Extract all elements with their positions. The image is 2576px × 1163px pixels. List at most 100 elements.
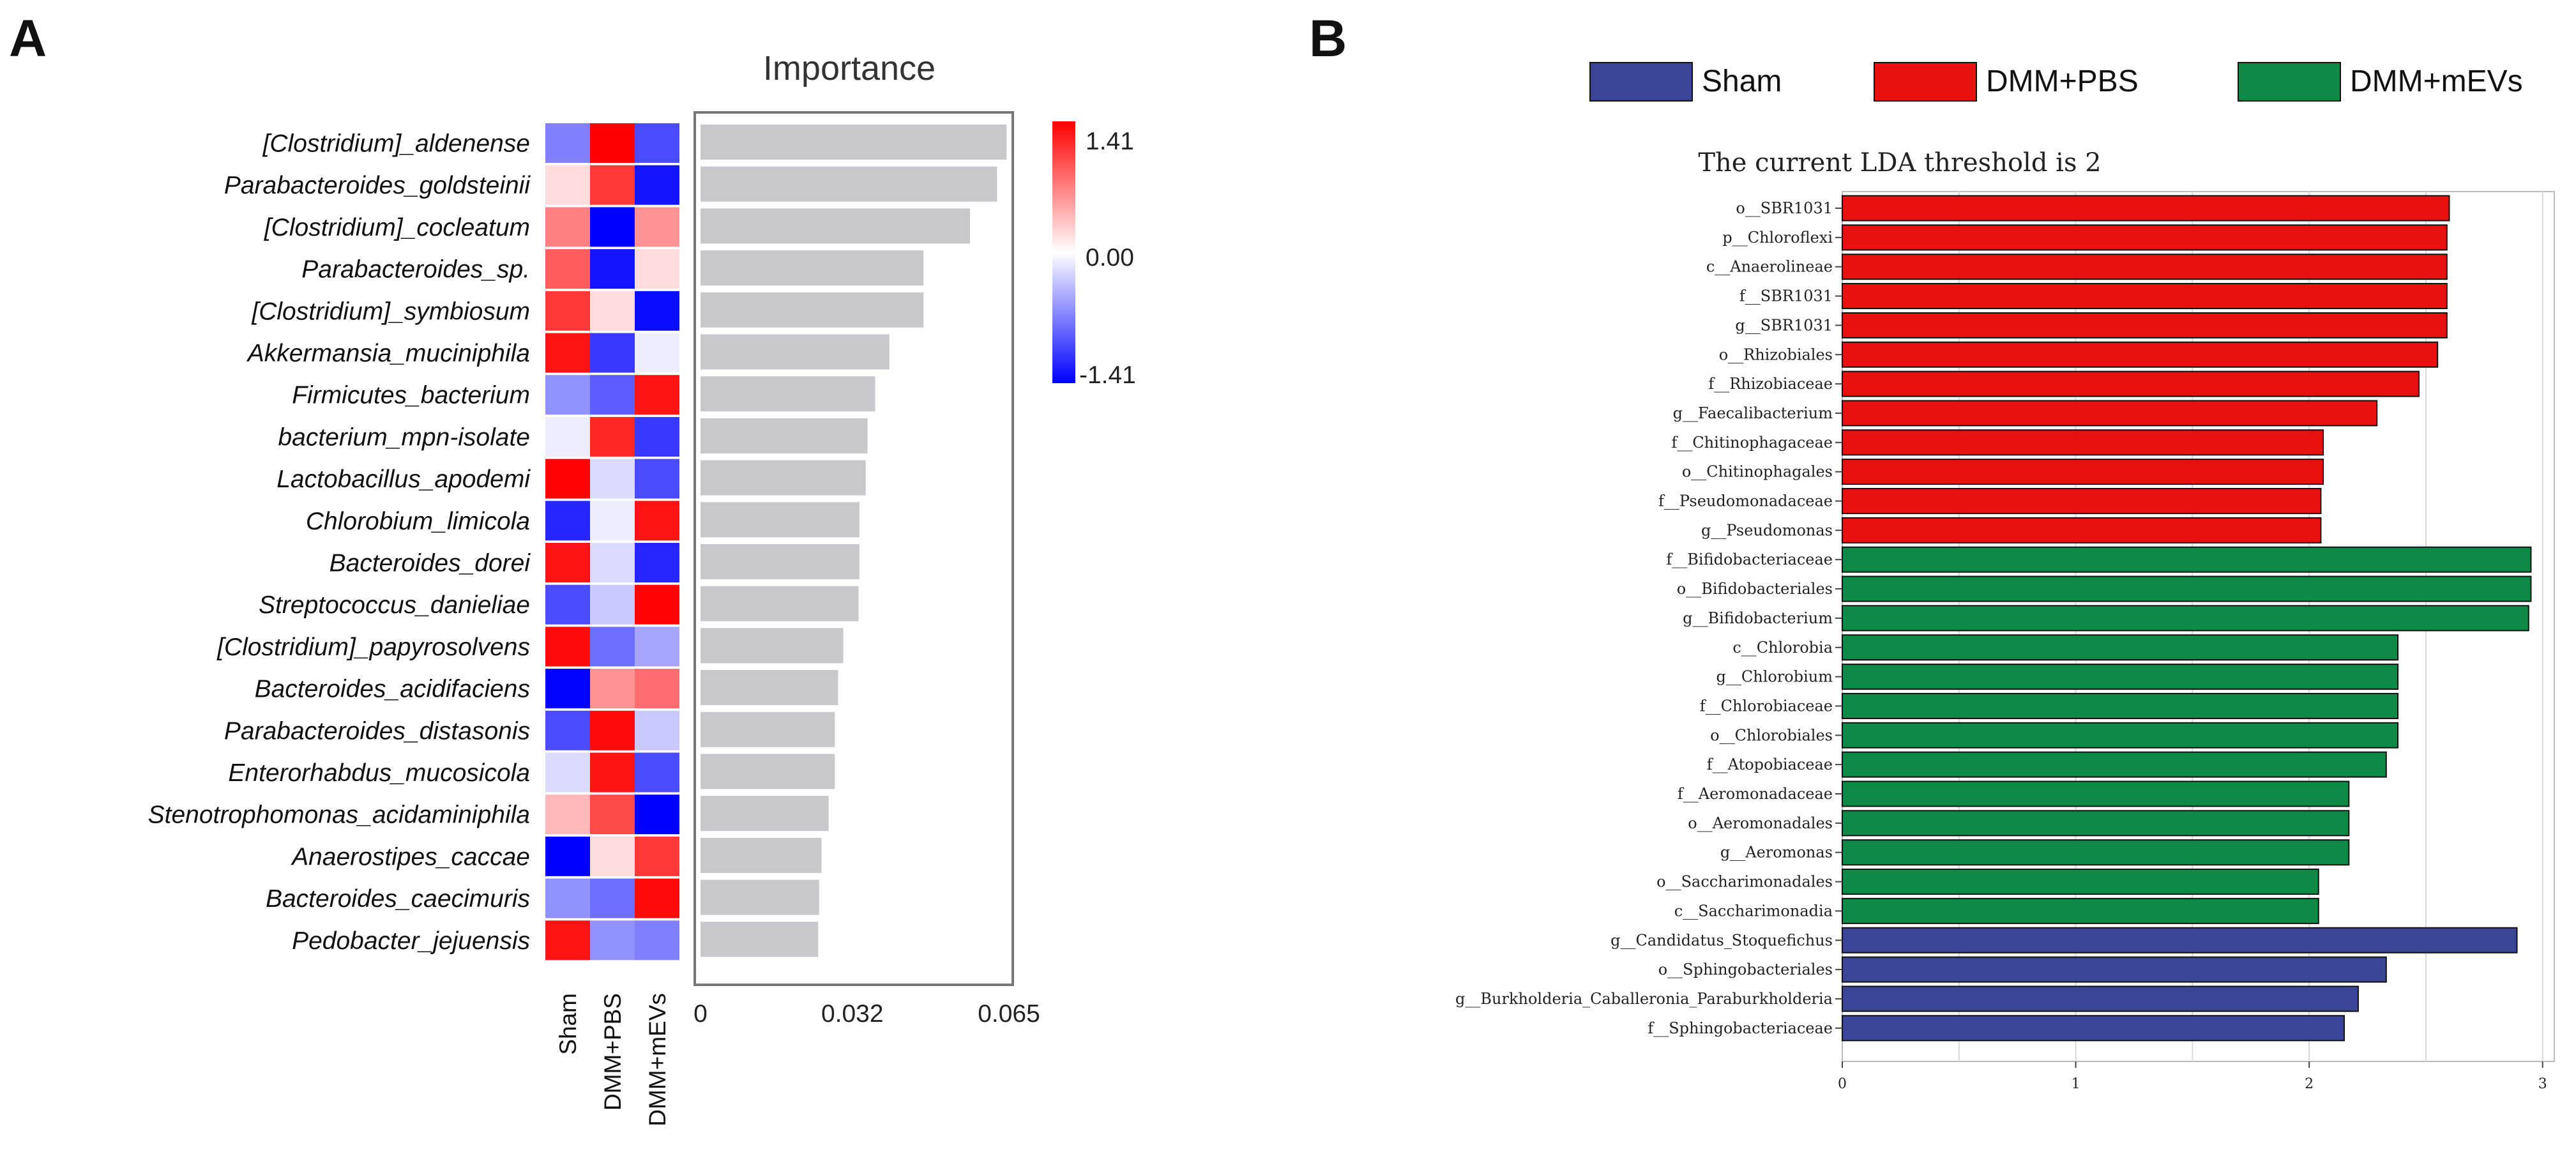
lda-taxon-label: o__Chitinophagales bbox=[1682, 463, 1833, 481]
species-label: Pedobacter_jejuensis bbox=[292, 927, 530, 955]
lda-bar bbox=[1842, 897, 2319, 924]
importance-bar bbox=[701, 166, 997, 202]
legend-label: DMM+mEVs bbox=[2350, 65, 2523, 98]
species-label: [Clostridium]_aldenense bbox=[262, 130, 530, 158]
heatmap-cell bbox=[545, 752, 590, 793]
species-label: Anaerostipes_caccae bbox=[291, 843, 530, 870]
heatmap-cell bbox=[635, 123, 679, 163]
lda-taxon-label: f__Atopobiaceae bbox=[1707, 756, 1833, 773]
heatmap-cell bbox=[635, 375, 679, 415]
species-label: [Clostridium]_cocleatum bbox=[264, 214, 530, 241]
importance-frame bbox=[693, 111, 1014, 986]
lda-bar bbox=[1842, 956, 2387, 983]
species-label: Lactobacillus_apodemi bbox=[277, 466, 531, 493]
importance-bar bbox=[701, 125, 1007, 160]
heatmap-cell bbox=[545, 878, 590, 918]
heatmap-cell bbox=[635, 207, 679, 247]
species-label: Firmicutes_bacterium bbox=[292, 382, 530, 409]
lda-taxon-label: g__SBR1031 bbox=[1735, 316, 1833, 334]
species-label: Bacteroides_caecimuris bbox=[266, 885, 530, 913]
species-label: Akkermansia_muciniphila bbox=[246, 340, 530, 367]
heatmap-cell bbox=[545, 710, 590, 750]
lda-bar bbox=[1842, 780, 2350, 807]
lda-taxon-label: f__Bifidobacteriaceae bbox=[1666, 551, 1833, 568]
panel-a-letter: A bbox=[9, 10, 47, 68]
species-label: Parabacteroides_distasonis bbox=[224, 717, 530, 745]
heatmap-cell bbox=[635, 165, 679, 205]
heatmap-cell bbox=[590, 207, 635, 247]
heatmap-cell bbox=[545, 249, 590, 289]
lda-taxon-labels: o__SBR1031 p__Chloroflexi c__Anaerolineaef… bbox=[1455, 199, 1842, 1037]
heatmap-cell bbox=[635, 333, 679, 373]
heatmap-cell bbox=[545, 584, 590, 625]
heatmap-group-label: Sham bbox=[555, 993, 581, 1055]
lda-taxon-label: o__Bifidobacteriales bbox=[1677, 580, 1833, 598]
heatmap-cell bbox=[590, 333, 635, 373]
lda-bar bbox=[1842, 224, 2448, 251]
heatmap-cell bbox=[635, 501, 679, 541]
importance-bar bbox=[701, 754, 835, 789]
importance-bar bbox=[701, 837, 822, 873]
lda-taxon-label: o__Saccharimonadales bbox=[1656, 873, 1833, 891]
lda-taxon-label: f__Rhizobiaceae bbox=[1708, 375, 1833, 393]
lda-taxon-label: o__Sphingobacteriales bbox=[1658, 961, 1833, 978]
heatmap-cell bbox=[545, 627, 590, 667]
lda-bar bbox=[1842, 810, 2350, 837]
lda-taxon-label: f__Pseudomonadaceae bbox=[1658, 492, 1833, 510]
importance-bar bbox=[701, 628, 844, 664]
heatmap-cell bbox=[545, 333, 590, 373]
heatmap-cell bbox=[545, 920, 590, 961]
importance-bar bbox=[701, 670, 838, 706]
lda-taxon-label: o__Rhizobiales bbox=[1719, 346, 1833, 363]
lda-taxon-label: g__Candidatus_Stoquefichus bbox=[1610, 931, 1833, 949]
heatmap-cell bbox=[590, 501, 635, 541]
heatmap-cell bbox=[590, 459, 635, 499]
species-label: Enterorhabdus_mucosicola bbox=[228, 759, 530, 787]
species-label: Parabacteroides_goldsteinii bbox=[224, 172, 531, 199]
lda-bar bbox=[1842, 400, 2378, 427]
lda-taxon-label: g__Pseudomonas bbox=[1701, 521, 1833, 539]
lda-bar bbox=[1842, 985, 2359, 1012]
lda-bar bbox=[1842, 634, 2399, 661]
heatmap-cell bbox=[635, 669, 679, 709]
species-labels: [Clostridium]_aldenense Parabacteroides_g… bbox=[148, 130, 531, 955]
lda-bars bbox=[1842, 195, 2532, 1042]
legend-swatch bbox=[1874, 62, 1977, 102]
heatmap-cell bbox=[635, 794, 679, 835]
lda-title: The current LDA threshold is 2 bbox=[1698, 148, 2101, 178]
importance-bar bbox=[701, 334, 890, 370]
species-label: Parabacteroides_sp. bbox=[301, 256, 530, 284]
species-label: Streptococcus_danieliae bbox=[259, 591, 530, 619]
species-label: Stenotrophomonas_acidaminiphila bbox=[148, 802, 530, 829]
heatmap-cell bbox=[545, 375, 590, 415]
heatmap-cell bbox=[590, 920, 635, 961]
lda-bar bbox=[1842, 429, 2324, 456]
heatmap-cell bbox=[545, 836, 590, 876]
importance-bar bbox=[701, 376, 875, 412]
heatmap-cell bbox=[545, 207, 590, 247]
heatmap-cell bbox=[590, 291, 635, 331]
lda-taxon-label: g__Faecalibacterium bbox=[1673, 404, 1833, 422]
heatmap-cell bbox=[590, 836, 635, 876]
importance-bars bbox=[701, 125, 1007, 957]
heatmap-cell bbox=[635, 291, 679, 331]
lda-x-tick-label: 2 bbox=[2305, 1076, 2314, 1092]
species-label: Chlorobium_limicola bbox=[306, 508, 530, 535]
importance-bar bbox=[701, 418, 868, 453]
heatmap-cell bbox=[635, 836, 679, 876]
species-label: Bacteroides_acidifaciens bbox=[255, 676, 530, 703]
lda-bar bbox=[1842, 517, 2322, 543]
panel-b-letter: B bbox=[1309, 10, 1347, 68]
heatmap-cell bbox=[635, 459, 679, 499]
lda-taxon-label: p__Chloroflexi bbox=[1722, 229, 1833, 247]
importance-bar bbox=[701, 250, 924, 286]
heatmap bbox=[545, 123, 679, 961]
heatmap-cell bbox=[635, 920, 679, 961]
lda-taxon-label: f__Sphingobacteriaceae bbox=[1648, 1019, 1833, 1037]
colorbar-max-label: 1.41 bbox=[1086, 128, 1134, 155]
importance-bar bbox=[701, 460, 866, 496]
importance-bar bbox=[701, 208, 971, 244]
lda-x-axis: 0 1 2 3 bbox=[1838, 1061, 2547, 1092]
heatmap-cell bbox=[545, 416, 590, 457]
lda-x-tick-label: 3 bbox=[2538, 1076, 2547, 1092]
